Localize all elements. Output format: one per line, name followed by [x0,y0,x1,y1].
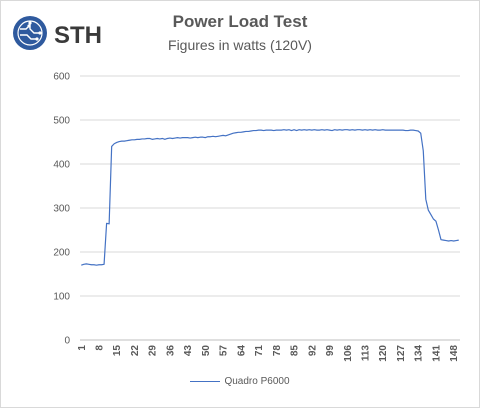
x-tick-label: 127 [396,345,407,362]
x-tick-label: 22 [130,345,141,357]
x-tick-label: 15 [112,345,123,357]
y-tick-label: 400 [53,160,70,171]
x-tick-label: 106 [343,345,354,362]
x-tick-label: 134 [414,345,425,362]
x-tick-label: 36 [165,345,176,357]
y-tick-label: 600 [53,72,70,83]
x-tick-label: 71 [254,345,265,357]
x-tick-label: 99 [325,345,336,357]
x-tick-label: 92 [307,345,318,357]
y-tick-label: 500 [53,116,70,127]
x-tick-label: 50 [201,345,212,357]
y-tick-label: 300 [53,204,70,215]
y-tick-label: 100 [53,292,70,303]
x-tick-label: 8 [95,345,106,351]
x-tick-label: 57 [219,345,230,357]
x-tick-label: 29 [148,345,159,357]
legend: Quadro P6000 [0,376,480,387]
x-tick-label: 141 [431,345,442,362]
chart-title: Power Load Test [172,12,308,31]
x-tick-label: 43 [183,345,194,357]
chart-subtitle: Figures in watts (120V) [168,37,312,53]
x-tick-label: 64 [236,345,247,357]
x-tick-label: 113 [361,345,372,362]
legend-swatch-icon [190,380,221,382]
x-tick-label: 120 [378,345,389,362]
x-tick-label: 1 [77,345,88,351]
y-tick-label: 200 [53,248,70,259]
x-tick-label: 148 [449,345,460,362]
legend-label: Quadro P6000 [224,376,290,387]
logo-text: STH [54,22,102,49]
x-tick-label: 78 [272,345,283,357]
circuit-logo-icon [13,16,47,50]
series-line-quadro-p6000 [81,129,459,266]
sth-logo: STH [12,13,102,53]
y-tick-label: 0 [64,336,70,347]
x-tick-label: 85 [290,345,301,357]
